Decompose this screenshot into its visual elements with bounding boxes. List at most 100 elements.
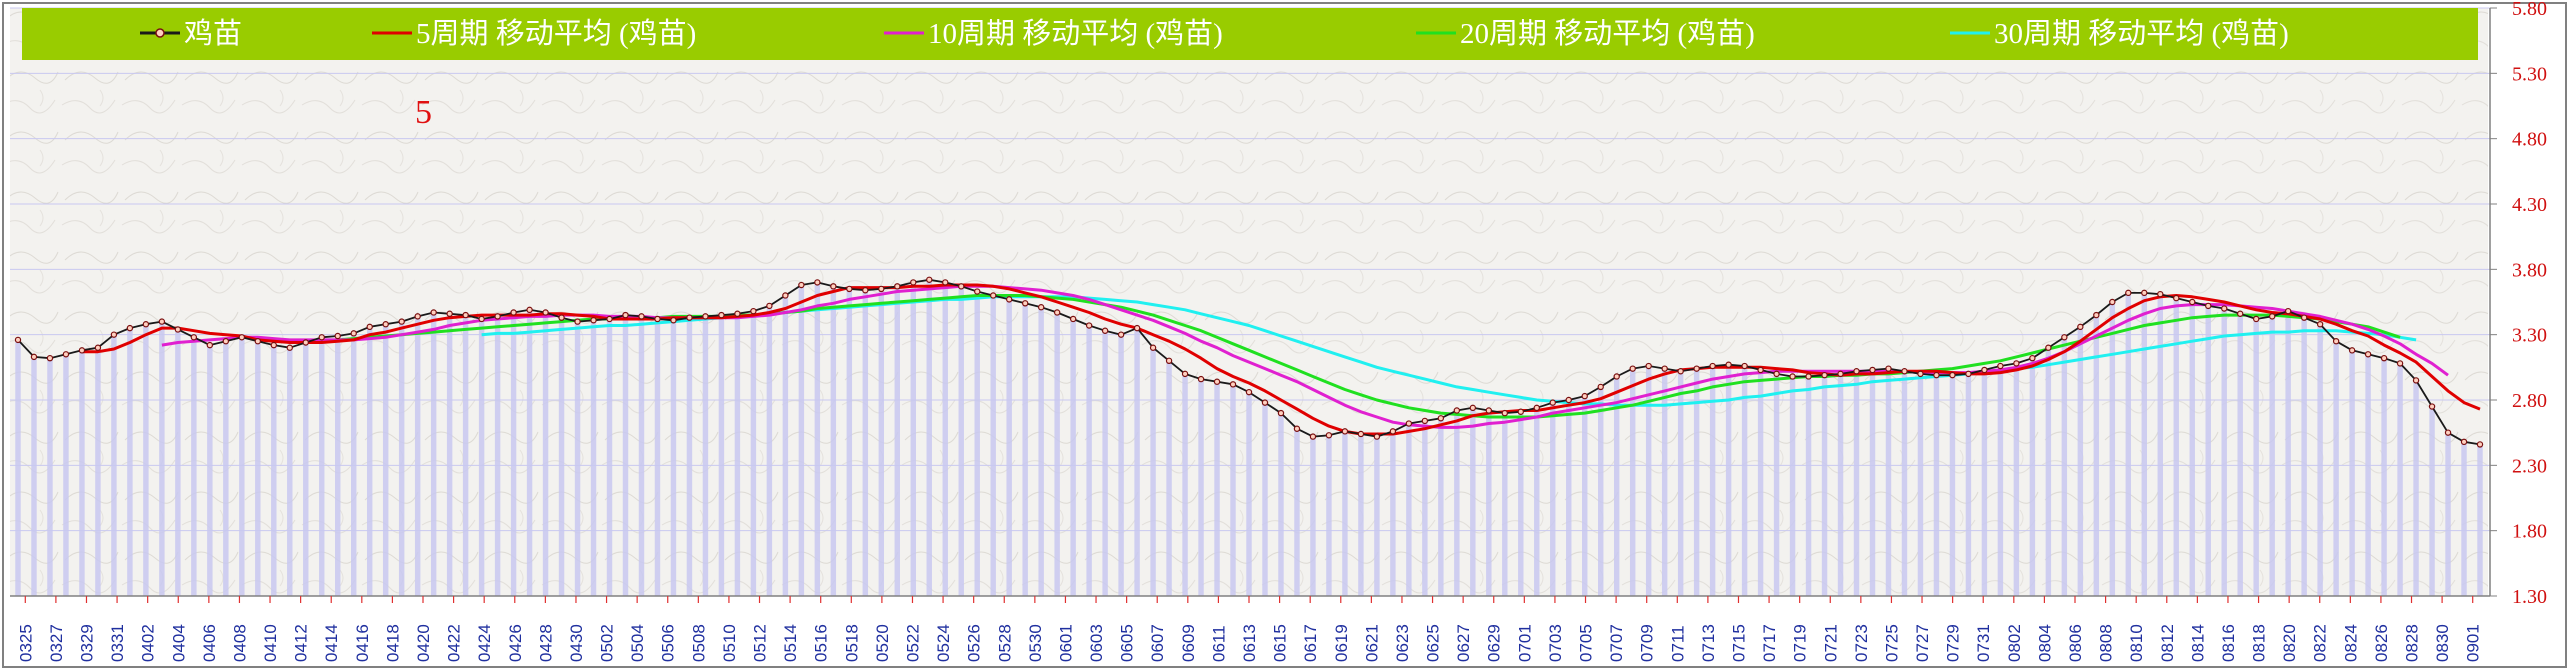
- bar: [2253, 318, 2259, 596]
- bar: [798, 285, 805, 596]
- data-point: [62, 351, 70, 358]
- bar: [1054, 312, 1060, 596]
- data-point: [846, 285, 853, 293]
- x-tick-label: 0416: [353, 624, 372, 662]
- data-point: [2332, 338, 2340, 345]
- data-point: [366, 323, 373, 331]
- data-point: [574, 318, 581, 325]
- data-point: [2460, 438, 2468, 446]
- bar: [2205, 305, 2211, 596]
- bar: [846, 288, 853, 596]
- bar: [862, 290, 869, 596]
- data-point: [1293, 425, 1301, 432]
- data-point: [270, 341, 277, 349]
- bar: [1150, 347, 1156, 596]
- bar: [1326, 435, 1332, 596]
- data-point: [1405, 420, 1413, 427]
- data-point: [1709, 362, 1716, 370]
- x-tick-label: 0824: [2341, 624, 2360, 662]
- data-point: [2476, 441, 2484, 448]
- bar: [718, 315, 725, 596]
- bar: [1214, 381, 1220, 596]
- bar: [1645, 366, 1652, 596]
- data-point: [558, 314, 565, 321]
- x-tick-label: 0514: [781, 624, 800, 662]
- data-point: [1517, 408, 1524, 415]
- x-tick-label: 0719: [1791, 624, 1810, 662]
- x-tick-label: 0325: [16, 624, 35, 662]
- bar: [1342, 431, 1348, 596]
- data-point: [238, 334, 246, 341]
- data-point: [510, 309, 517, 316]
- bar: [2429, 406, 2435, 596]
- data-point: [718, 311, 725, 319]
- y-tick-label: 2.30: [2512, 455, 2547, 477]
- bar: [926, 279, 932, 596]
- data-point: [2236, 310, 2244, 317]
- bar: [878, 288, 885, 596]
- data-point: [1757, 366, 1764, 374]
- data-point: [1821, 371, 1828, 379]
- y-tick-label: 5.80: [2512, 0, 2547, 20]
- y-tick-label: 4.80: [2512, 129, 2547, 151]
- legend: [22, 8, 2478, 60]
- bar: [1262, 402, 1268, 596]
- bar: [1965, 373, 1972, 596]
- bar: [2349, 350, 2355, 596]
- bar: [1310, 436, 1316, 596]
- bar: [814, 282, 821, 596]
- bar: [1741, 366, 1748, 596]
- x-tick-label: 0528: [995, 624, 1014, 662]
- data-point: [1485, 407, 1493, 414]
- data-point: [1805, 373, 1812, 380]
- data-point: [1037, 304, 1045, 311]
- data-point: [814, 279, 821, 286]
- bar: [79, 350, 85, 596]
- legend-label-4: 30周期 移动平均 (鸡苗): [1994, 17, 2289, 50]
- x-tick-label: 0430: [567, 624, 586, 662]
- bar: [223, 341, 229, 596]
- data-point: [1149, 344, 1157, 351]
- bar: [1358, 433, 1364, 596]
- data-point: [1213, 378, 1221, 385]
- data-point: [1181, 370, 1189, 378]
- data-point: [1629, 365, 1636, 372]
- bar: [414, 316, 421, 596]
- data-point: [254, 338, 261, 345]
- y-tick-label: 3.80: [2512, 259, 2547, 281]
- data-point: [1933, 371, 1940, 379]
- bar: [239, 337, 245, 596]
- bar: [1230, 384, 1236, 596]
- data-point: [1005, 296, 1013, 303]
- data-point: [1725, 361, 1732, 368]
- bar: [2077, 326, 2084, 596]
- data-point: [862, 287, 869, 294]
- data-point: [1277, 409, 1285, 417]
- x-tick-label: 0703: [1546, 624, 1565, 662]
- bar: [1502, 413, 1508, 596]
- data-point: [1613, 373, 1620, 380]
- data-point: [1901, 368, 1908, 375]
- legend-label-3: 20周期 移动平均 (鸡苗): [1460, 17, 1755, 50]
- data-point: [2125, 289, 2132, 297]
- bar: [1677, 371, 1684, 596]
- x-tick-label: 0701: [1515, 624, 1534, 662]
- data-point: [1997, 362, 2004, 370]
- bar: [766, 305, 773, 596]
- bar: [2045, 347, 2052, 596]
- x-tick-label: 0615: [1271, 624, 1290, 662]
- x-tick-label: 0605: [1118, 624, 1137, 662]
- bar: [1038, 307, 1044, 596]
- data-point: [622, 311, 629, 319]
- data-point: [2364, 351, 2372, 358]
- data-point: [1437, 415, 1445, 422]
- y-tick-label: 1.80: [2512, 521, 2547, 543]
- data-point: [830, 283, 837, 290]
- bar: [15, 339, 21, 596]
- data-point: [542, 309, 549, 316]
- data-point: [654, 315, 661, 323]
- bar: [255, 341, 261, 596]
- data-point: [206, 341, 214, 349]
